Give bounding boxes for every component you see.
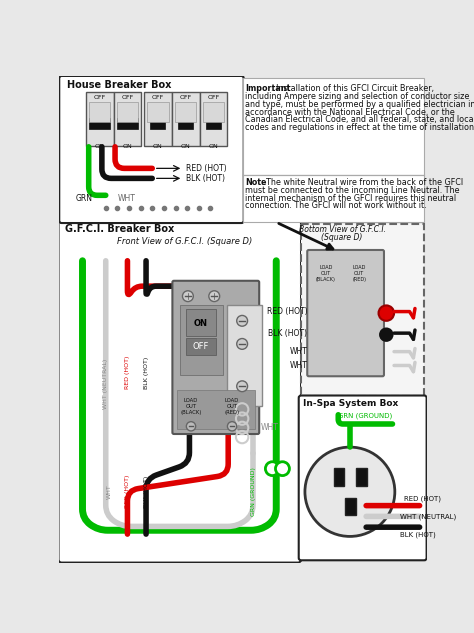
- Text: accordance with the National Electrical Code, or the: accordance with the National Electrical …: [245, 108, 455, 116]
- FancyBboxPatch shape: [89, 102, 110, 122]
- FancyBboxPatch shape: [113, 92, 141, 146]
- Bar: [89, 118, 110, 129]
- Circle shape: [265, 461, 279, 475]
- Text: ON: ON: [153, 144, 163, 149]
- FancyBboxPatch shape: [59, 76, 244, 223]
- Text: ON: ON: [209, 144, 219, 149]
- Bar: [177, 390, 255, 429]
- Bar: [243, 175, 424, 222]
- FancyBboxPatch shape: [173, 281, 259, 434]
- Text: OFF: OFF: [207, 95, 219, 100]
- FancyBboxPatch shape: [200, 92, 228, 146]
- Text: OFF: OFF: [193, 342, 209, 351]
- Bar: [178, 118, 193, 129]
- Circle shape: [275, 461, 290, 475]
- Text: House Breaker Box: House Breaker Box: [67, 80, 172, 89]
- Text: LOAD
OUT
(RED): LOAD OUT (RED): [352, 265, 366, 282]
- Text: RED (HOT): RED (HOT): [125, 475, 130, 508]
- Text: LOAD
OUT
(RED): LOAD OUT (RED): [225, 398, 240, 415]
- Text: BLK (HOT): BLK (HOT): [186, 174, 225, 183]
- Text: ON: ON: [181, 144, 191, 149]
- FancyBboxPatch shape: [299, 396, 427, 560]
- FancyBboxPatch shape: [228, 304, 262, 406]
- FancyBboxPatch shape: [175, 102, 196, 122]
- Text: ON: ON: [123, 144, 132, 149]
- Text: : The white Neutral wire from the back of the GFCI: : The white Neutral wire from the back o…: [261, 179, 463, 187]
- Text: WHT: WHT: [261, 423, 279, 432]
- Bar: [180, 305, 223, 375]
- Circle shape: [379, 305, 394, 321]
- Text: GRN (GROUND): GRN (GROUND): [274, 360, 279, 408]
- Text: Note: Note: [245, 179, 267, 187]
- FancyBboxPatch shape: [147, 102, 169, 122]
- Text: LOAD
OUT
(BLACK): LOAD OUT (BLACK): [316, 265, 336, 282]
- Text: Canadian Electrical Code, and all federal, state, and local: Canadian Electrical Code, and all federa…: [245, 115, 474, 124]
- FancyBboxPatch shape: [307, 250, 384, 376]
- Text: (Square D): (Square D): [321, 233, 363, 242]
- Bar: [186, 310, 216, 336]
- FancyBboxPatch shape: [334, 468, 345, 486]
- FancyBboxPatch shape: [202, 102, 224, 122]
- Text: BLK (HOT): BLK (HOT): [400, 531, 436, 537]
- Bar: [206, 118, 221, 129]
- Text: In-Spa System Box: In-Spa System Box: [303, 399, 399, 408]
- FancyBboxPatch shape: [86, 92, 113, 146]
- Text: OFF: OFF: [93, 95, 106, 100]
- Bar: [150, 118, 165, 129]
- Circle shape: [186, 422, 196, 431]
- Text: OFF: OFF: [121, 95, 134, 100]
- Text: Front View of G.F.C.I. (Square D): Front View of G.F.C.I. (Square D): [118, 237, 253, 246]
- FancyBboxPatch shape: [345, 498, 356, 515]
- Text: BLK (HOT): BLK (HOT): [144, 475, 148, 508]
- FancyBboxPatch shape: [172, 92, 200, 146]
- Text: internal mechanism of the GFCI requires this neutral: internal mechanism of the GFCI requires …: [245, 194, 456, 203]
- Text: connection. The GFCI will not work without it.: connection. The GFCI will not work witho…: [245, 201, 427, 210]
- FancyBboxPatch shape: [58, 221, 301, 563]
- FancyBboxPatch shape: [356, 468, 367, 486]
- Text: must be connected to the incoming Line Neutral. The: must be connected to the incoming Line N…: [245, 186, 460, 195]
- Text: G.F.C.I. Breaker Box: G.F.C.I. Breaker Box: [65, 223, 175, 234]
- Text: GRN (GROUND): GRN (GROUND): [250, 467, 255, 516]
- Text: Important: Important: [245, 84, 291, 94]
- Text: WHT: WHT: [289, 347, 307, 356]
- Text: WHT: WHT: [289, 361, 307, 370]
- Text: Bottom View of G.F.C.I.: Bottom View of G.F.C.I.: [299, 225, 386, 234]
- Bar: [117, 118, 138, 129]
- Text: OFF: OFF: [152, 95, 164, 100]
- Text: including Ampere sizing and selection of conductor size: including Ampere sizing and selection of…: [245, 92, 470, 101]
- Bar: [186, 338, 216, 354]
- Text: RED (HOT): RED (HOT): [125, 356, 130, 389]
- Text: WHT: WHT: [107, 484, 112, 499]
- Circle shape: [380, 329, 392, 341]
- Text: OFF: OFF: [180, 95, 191, 100]
- Text: GRN (GROUND): GRN (GROUND): [338, 412, 392, 418]
- Text: RED (HOT): RED (HOT): [186, 164, 226, 173]
- Text: WHT (NEUTRAL): WHT (NEUTRAL): [400, 513, 456, 520]
- FancyBboxPatch shape: [117, 102, 138, 122]
- Text: : Installation of this GFCI Circuit Breaker,: : Installation of this GFCI Circuit Brea…: [271, 84, 434, 94]
- Circle shape: [305, 447, 395, 536]
- FancyBboxPatch shape: [144, 92, 172, 146]
- Bar: [243, 78, 424, 175]
- Text: RED (HOT): RED (HOT): [404, 495, 441, 502]
- Text: ON: ON: [194, 318, 208, 328]
- Circle shape: [209, 291, 219, 301]
- Text: codes and regulations in effect at the time of installation.: codes and regulations in effect at the t…: [245, 123, 474, 132]
- Circle shape: [237, 315, 247, 326]
- Text: ON: ON: [95, 144, 104, 149]
- Text: LOAD
OUT
(BLACK): LOAD OUT (BLACK): [180, 398, 202, 415]
- Text: RED (HOT): RED (HOT): [266, 307, 307, 316]
- Bar: [301, 224, 424, 396]
- Text: BLK (HOT): BLK (HOT): [144, 356, 148, 389]
- Circle shape: [237, 381, 247, 392]
- Text: GRN (GROUND): GRN (GROUND): [80, 360, 85, 408]
- Text: WHT (NEUTRAL): WHT (NEUTRAL): [103, 359, 108, 409]
- Circle shape: [237, 339, 247, 349]
- Text: and type, must be performed by a qualified electrician in: and type, must be performed by a qualifi…: [245, 100, 474, 109]
- Text: GRN: GRN: [75, 194, 92, 203]
- Text: WHT: WHT: [118, 194, 135, 203]
- Circle shape: [228, 422, 237, 431]
- Circle shape: [182, 291, 193, 301]
- Text: BLK (HOT): BLK (HOT): [268, 329, 307, 337]
